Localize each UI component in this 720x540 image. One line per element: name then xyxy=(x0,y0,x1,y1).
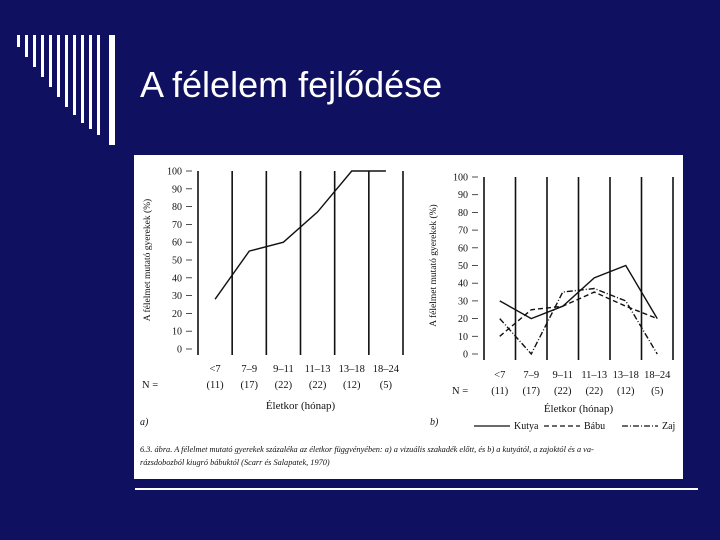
figure-caption-line-1: 6.3. ábra. A félelmet mutató gyerekek sz… xyxy=(140,445,594,454)
deco-bar xyxy=(33,35,36,67)
slide-title: A félelem fejlődése xyxy=(140,64,443,105)
panel-a-label: a) xyxy=(140,417,149,428)
y-tick-label: 50 xyxy=(458,261,468,272)
x-tick-label: 11–13 xyxy=(305,364,331,375)
y-tick-label: 30 xyxy=(458,296,468,307)
x-axis-title: Életkor (hónap) xyxy=(544,403,614,415)
y-tick-label: 70 xyxy=(458,226,468,237)
y-tick-label: 0 xyxy=(463,350,468,361)
legend-label-zaj: Zaj xyxy=(662,421,675,432)
x-tick-label: 9–11 xyxy=(552,370,573,381)
y-tick-label: 90 xyxy=(458,190,468,201)
y-axis-title: A félelmet mutató gyerekek (%) xyxy=(428,204,439,326)
legend-label-bábu: Bábu xyxy=(584,421,605,432)
deco-bar xyxy=(17,35,20,47)
y-tick-label: 30 xyxy=(172,291,182,302)
figure-image: 0 10 20 30 40 50 60 70 80 90 100 <7 7–9 9–11 11–13 13–1… xyxy=(134,155,683,479)
x-tick-label: 13–18 xyxy=(339,364,365,375)
n-value-label: (5) xyxy=(380,380,393,391)
y-tick-label: 60 xyxy=(458,243,468,254)
x-tick-label: 13–18 xyxy=(613,370,639,381)
x-tick-label: <7 xyxy=(209,364,220,375)
x-axis-title: Életkor (hónap) xyxy=(266,400,336,412)
y-tick-label: 20 xyxy=(172,309,182,320)
x-tick-label: <7 xyxy=(494,370,505,381)
y-tick-label: 100 xyxy=(453,173,468,184)
series-line-zaj xyxy=(499,287,658,356)
n-value-label: (22) xyxy=(554,386,572,397)
y-tick-label: 80 xyxy=(172,202,182,213)
deco-bar xyxy=(81,35,84,123)
y-tick-label: 40 xyxy=(172,273,182,284)
n-value-label: (17) xyxy=(523,386,541,397)
deco-bar xyxy=(25,35,28,57)
n-value-label: (17) xyxy=(241,380,259,391)
figure-caption-line-2: rázsdobozból kiugró bábuktól (Scarr és S… xyxy=(140,458,330,467)
chart-legend: Kutya Bábu Zaj xyxy=(474,421,675,432)
y-tick-label: 70 xyxy=(172,220,182,231)
x-tick-label: 18–24 xyxy=(373,364,400,375)
y-axis-title: A félelmet mutató gyerekek (%) xyxy=(142,199,153,321)
y-tick-label: 40 xyxy=(458,279,468,290)
y-tick-label: 20 xyxy=(458,314,468,325)
n-value-label: (11) xyxy=(207,380,225,391)
x-tick-label: 11–13 xyxy=(581,370,607,381)
x-tick-label: 9–11 xyxy=(273,364,294,375)
striped-bars-decoration xyxy=(17,35,115,145)
y-tick-label: 100 xyxy=(167,167,182,178)
deco-bar xyxy=(65,35,68,107)
deco-bar xyxy=(57,35,60,97)
y-tick-label: 10 xyxy=(172,327,182,338)
series-line-kutya xyxy=(499,264,658,320)
x-tick-label: 7–9 xyxy=(523,370,539,381)
y-tick-label: 10 xyxy=(458,332,468,343)
deco-bar xyxy=(73,35,76,115)
n-value-label: (12) xyxy=(343,380,361,391)
n-value-label: (11) xyxy=(491,386,509,397)
deco-bar xyxy=(109,35,115,145)
n-label: N = xyxy=(142,380,158,391)
chart-panel-a: 0 10 20 30 40 50 60 70 80 90 100 <7 7–9 9–11 11–13 13–1… xyxy=(142,167,404,412)
deco-bar xyxy=(41,35,44,77)
x-tick-label: 7–9 xyxy=(241,364,257,375)
n-value-label: (5) xyxy=(651,386,664,397)
panel-b-label: b) xyxy=(430,417,439,428)
n-value-label: (22) xyxy=(586,386,604,397)
y-tick-label: 50 xyxy=(172,256,182,267)
n-value-label: (22) xyxy=(309,380,327,391)
y-tick-label: 0 xyxy=(177,345,182,356)
deco-bar xyxy=(97,35,100,135)
series-line-main xyxy=(214,170,386,300)
x-tick-label: 18–24 xyxy=(644,370,671,381)
legend-label-kutya: Kutya xyxy=(514,421,539,432)
y-tick-label: 60 xyxy=(172,238,182,249)
y-tick-label: 80 xyxy=(458,208,468,219)
chart-panel-b: 0 10 20 30 40 50 60 70 80 90 100 <7 7–9 9–11 11–13 13–1… xyxy=(428,173,674,415)
bottom-divider xyxy=(135,488,698,490)
n-value-label: (12) xyxy=(617,386,635,397)
y-tick-label: 90 xyxy=(172,184,182,195)
n-label: N = xyxy=(452,386,468,397)
n-value-label: (22) xyxy=(275,380,293,391)
series-line-bábu xyxy=(499,291,658,337)
deco-bar xyxy=(49,35,52,87)
deco-bar xyxy=(89,35,92,129)
